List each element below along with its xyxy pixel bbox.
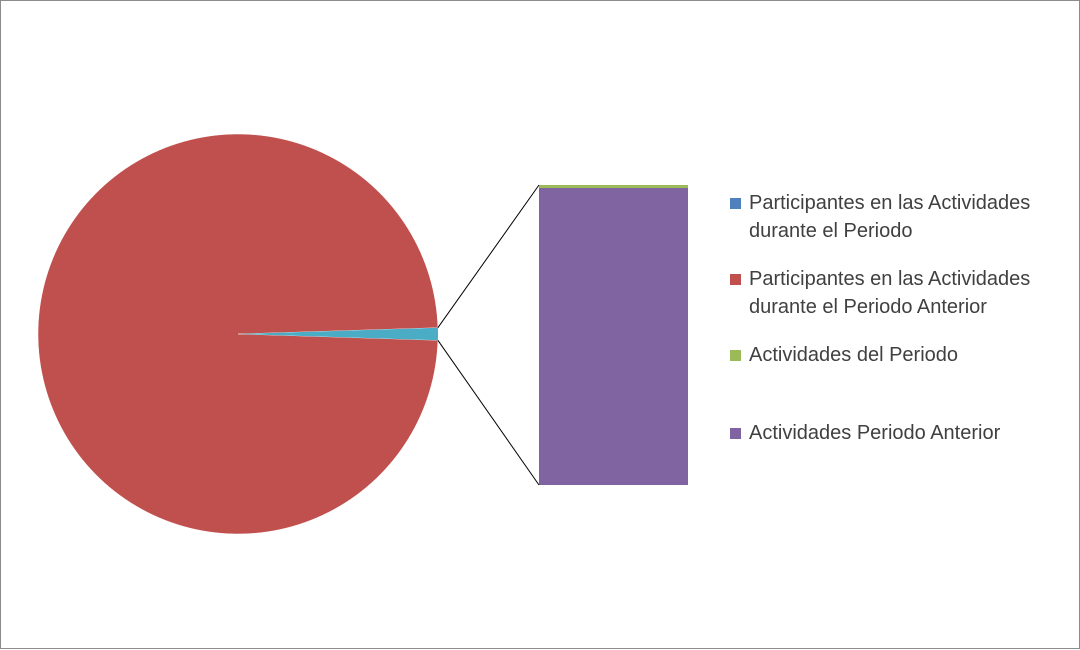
legend-swatch <box>730 428 741 439</box>
legend-item-actividades-periodo-anterior: Actividades Periodo Anterior <box>730 419 1075 447</box>
legend-item-participantes-periodo-anterior: Participantes en las Actividades durante… <box>730 265 1075 321</box>
legend-swatch <box>730 198 741 209</box>
legend-label: Actividades del Periodo <box>749 344 959 366</box>
legend-label: Participantes en las Actividades durante… <box>749 268 1031 318</box>
legend-swatch <box>730 350 741 361</box>
bar-segment-1 <box>539 185 688 188</box>
pie-slice-otros <box>238 327 438 341</box>
legend-label: Actividades Periodo Anterior <box>749 422 1001 444</box>
bar-segment-0 <box>539 188 688 485</box>
legend-item-actividades-periodo: Actividades del Periodo <box>730 341 1075 369</box>
connector-line-top <box>437 184 540 329</box>
legend-item-participantes-periodo: Participantes en las Actividades durante… <box>730 189 1075 245</box>
legend-label: Participantes en las Actividades durante… <box>749 192 1031 242</box>
pie-slice-participantes-periodo-anterior <box>37 133 439 535</box>
connector-line-bottom <box>437 339 540 486</box>
legend-swatch <box>730 274 741 285</box>
